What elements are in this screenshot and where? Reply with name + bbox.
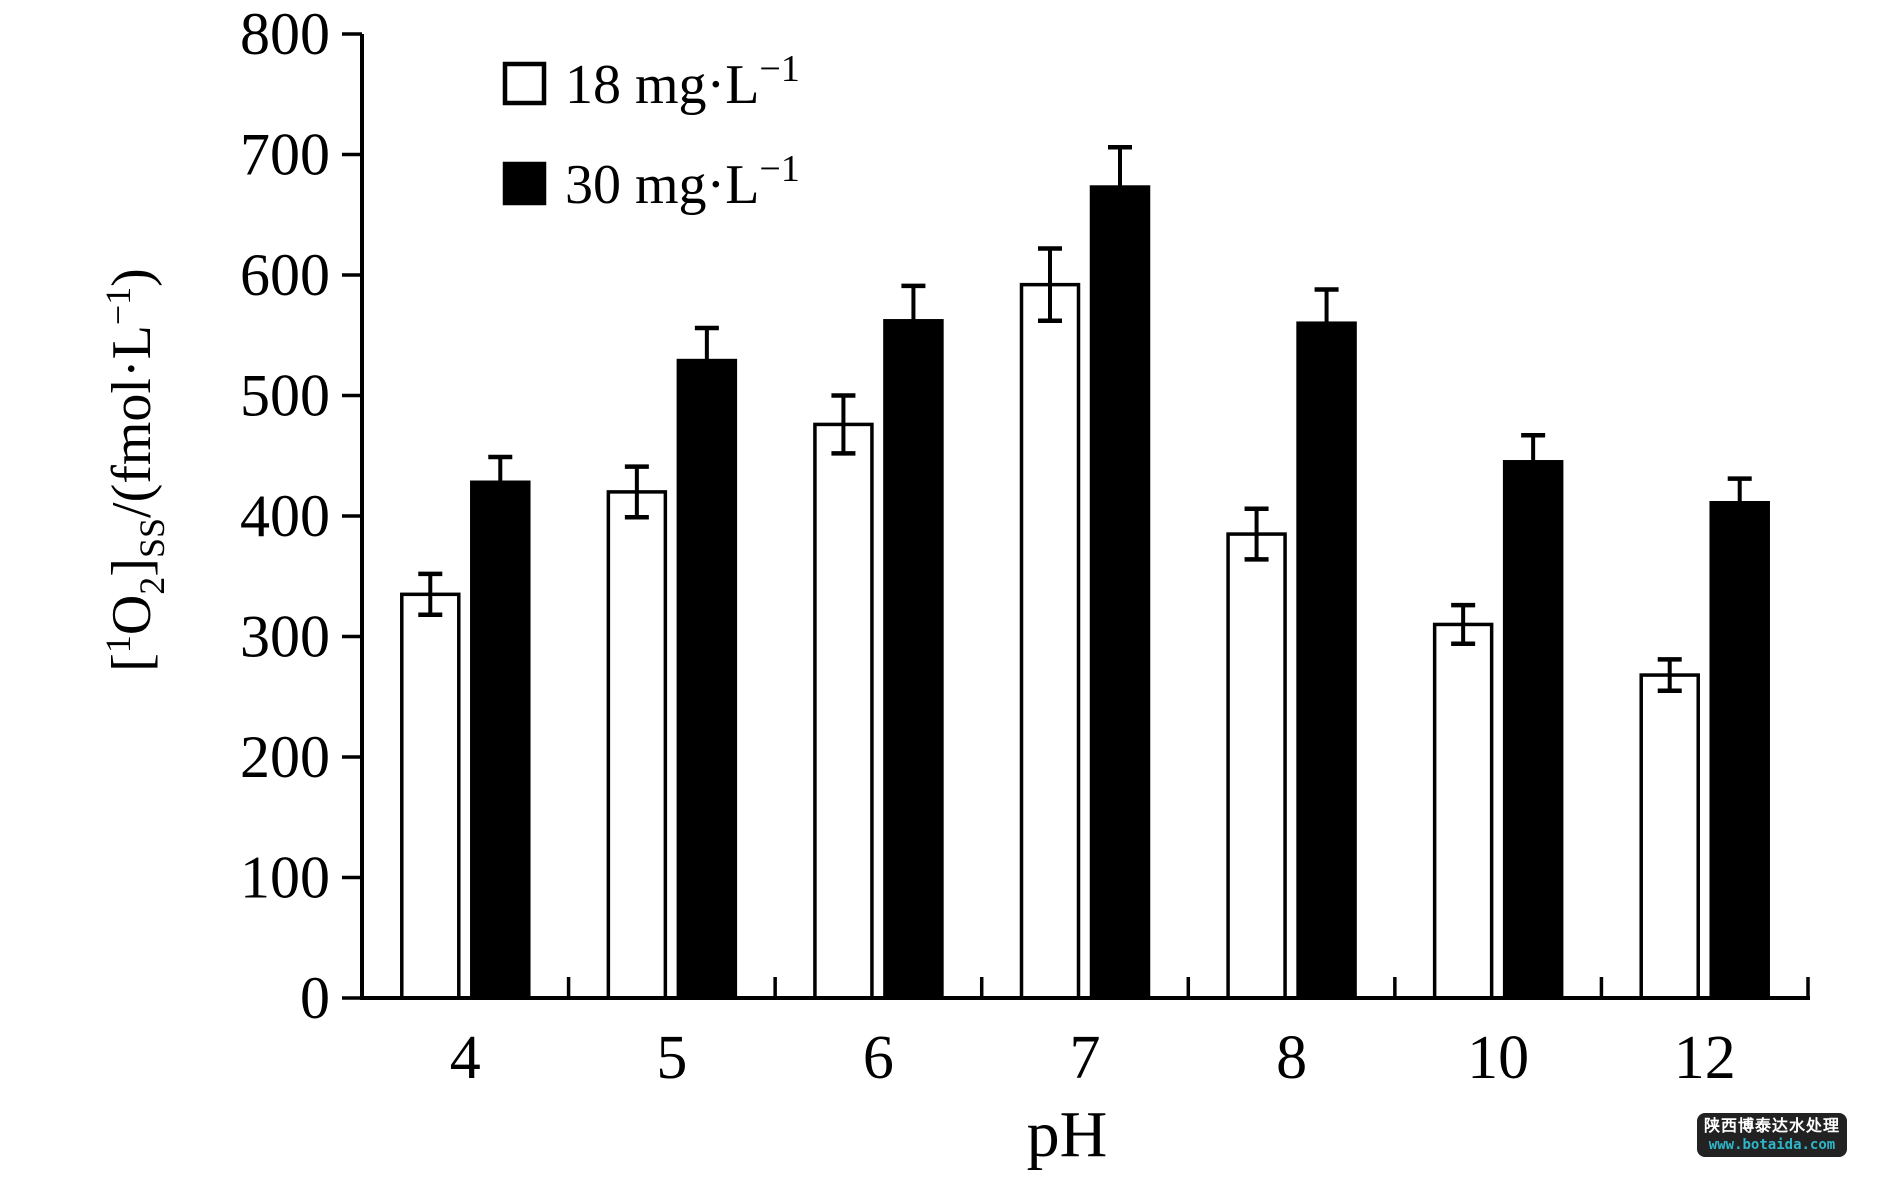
ylabel-segment-1: 1 [98,635,138,653]
ylabel-segment-0: [ [101,653,163,672]
x-tick-label-ph-10: 10 [1467,1024,1529,1092]
ylabel-segment-3: 2 [132,577,172,595]
x-tick-label-ph-6: 6 [863,1024,894,1092]
watermark-url: www.botaida.com [1708,1136,1836,1153]
y-tick-label-400: 400 [240,483,330,549]
ylabel-segment-8: ) [101,268,163,287]
ylabel-segment-5: SS [132,518,172,558]
bar-series1-ph12 [1639,673,1700,1000]
x-tick-label-ph-12: 12 [1674,1024,1736,1092]
legend-label-sup-2: −1 [759,148,799,190]
ylabel-segment-6: /(fmol·L [101,325,163,518]
legend-swatch-1 [502,61,547,106]
ylabel-segment-7: −1 [98,287,138,325]
y-tick-label-800: 800 [240,1,330,67]
x-tick-label-ph-8: 8 [1276,1024,1307,1092]
x-tick-label-ph-7: 7 [1070,1024,1101,1092]
legend-label-1: 18 mg·L−1 [565,48,800,116]
y-tick-label-200: 200 [240,724,330,790]
x-tick-label-ph-5: 5 [656,1024,687,1092]
legend-label-base-2: 30 mg·L [565,154,759,216]
bar-series1-ph4 [400,592,461,1000]
y-tick-label-100: 100 [240,845,330,911]
ylabel-segment-4: ] [101,558,163,577]
y-tick-label-300: 300 [240,604,330,670]
bar-series2-ph12 [1709,500,1770,1000]
watermark-badge: 陕西博泰达水处理 www.botaida.com [1697,1113,1847,1157]
bar-series2-ph7 [1089,185,1151,1000]
bar-series1-ph6 [813,422,874,1000]
legend-label-base-1: 18 mg·L [565,54,759,116]
legend-label-2: 30 mg·L−1 [565,148,800,216]
y-tick-label-500: 500 [240,363,330,429]
bar-series2-ph10 [1502,460,1564,1000]
bar-series2-ph5 [676,358,738,1000]
bar-series1-ph10 [1432,622,1494,1000]
x-tick-label-ph-4: 4 [450,1024,481,1092]
legend-swatch-2 [502,161,547,206]
y-tick-label-600: 600 [240,242,330,308]
bar-series1-ph7 [1019,282,1081,1000]
bar-series1-ph8 [1226,532,1287,1000]
ylabel-segment-2: O [101,595,163,635]
bar-series2-ph6 [883,319,944,1000]
x-axis-title: pH [1027,1098,1108,1171]
watermark-text: 陕西博泰达水处理 [1703,1117,1840,1135]
y-axis-title: [1O2]SS/(fmol·L−1) [98,268,172,672]
legend-label-sup-1: −1 [759,48,799,90]
bar-series2-ph4 [470,480,531,1000]
bar-series1-ph5 [606,490,668,1000]
y-tick-label-0: 0 [300,965,330,1031]
y-tick-label-700: 700 [240,122,330,188]
bar-series2-ph8 [1296,321,1357,1000]
